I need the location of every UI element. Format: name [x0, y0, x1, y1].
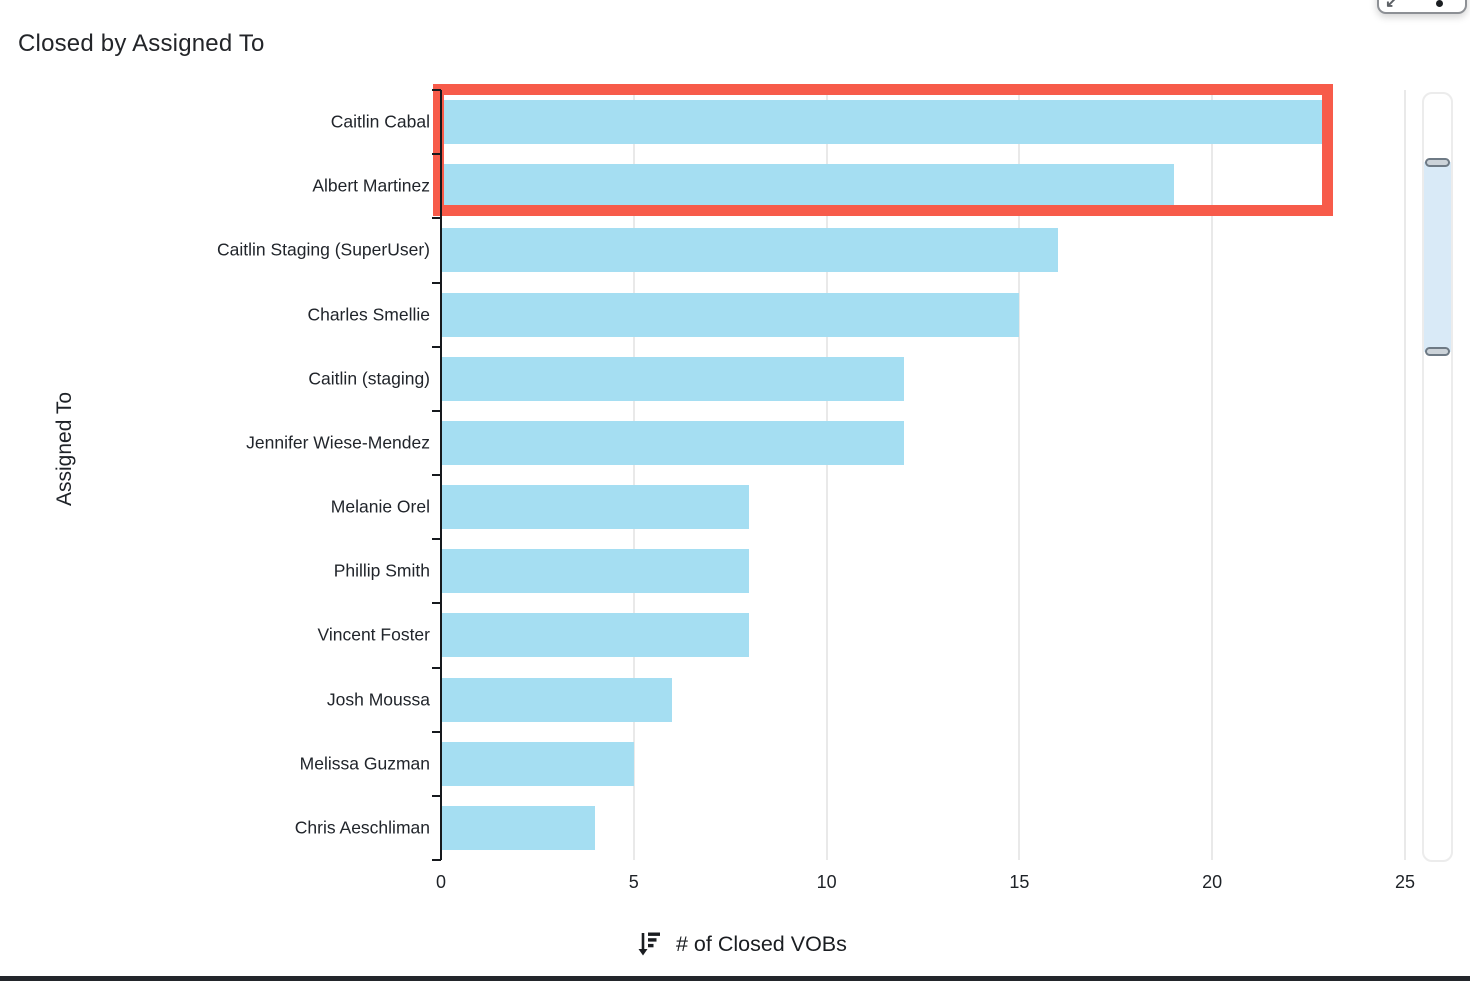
gridline [1018, 90, 1021, 860]
y-axis-tick [432, 474, 441, 476]
visual-title: Closed by Assigned To [18, 30, 265, 57]
x-axis-tick-label: 10 [816, 872, 837, 892]
y-axis-line [440, 90, 442, 860]
highlight-annotation-box [433, 84, 1333, 216]
section-divider [0, 976, 1470, 981]
y-axis-tick [432, 666, 441, 669]
category-label: Jennifer Wiese-Mendez [246, 432, 430, 453]
y-axis-tick [432, 217, 441, 220]
x-axis-title: # of Closed VOBs [676, 931, 847, 956]
category-label: Melanie Orel [330, 496, 430, 517]
category-label: Charles Smellie [307, 304, 430, 325]
category-label: Melissa Guzman [299, 753, 430, 774]
category-label: Caitlin (staging) [308, 368, 430, 389]
slider-selection[interactable] [1424, 162, 1451, 352]
x-axis-title-group: # of Closed VOBs [636, 930, 847, 958]
restore-down-icon[interactable]: ↙ [1385, 0, 1399, 11]
bar[interactable] [441, 356, 904, 401]
y-axis-tick [432, 345, 441, 348]
x-axis-tick-label: 15 [1009, 872, 1030, 892]
bar[interactable] [441, 549, 750, 594]
bar[interactable] [441, 228, 1058, 273]
category-labels-column: Caitlin Cabal Albert Martinez Caitlin Stag… [0, 90, 430, 860]
slider-handle-top[interactable] [1425, 158, 1450, 167]
category-label: Vincent Foster [317, 624, 430, 645]
x-axis-tick-label: 25 [1394, 872, 1416, 892]
x-axis-tick-label: 5 [628, 872, 639, 892]
category-label: Caitlin Staging (SuperUser) [216, 239, 430, 260]
bar[interactable] [441, 164, 1174, 209]
gridline [632, 90, 635, 860]
y-axis-tick [432, 153, 441, 156]
bar[interactable] [441, 420, 904, 465]
sort-descending-icon[interactable] [636, 930, 662, 958]
gridline [1211, 90, 1214, 860]
x-axis-tick-label: 20 [1202, 872, 1223, 892]
y-axis-tick [432, 409, 441, 412]
bar[interactable] [441, 805, 596, 850]
widget-controls-button[interactable]: ↙ [1377, 0, 1467, 14]
category-label: Josh Moussa [326, 689, 430, 710]
y-axis-tick [432, 602, 441, 605]
bar[interactable] [441, 100, 1328, 145]
category-label: Caitlin Cabal [330, 111, 430, 132]
x-axis-tick-label: 0 [435, 872, 447, 892]
y-axis-tick [432, 794, 441, 797]
bar[interactable] [441, 741, 634, 786]
bar-chart-plot: 0 5 10 15 20 25 [432, 84, 1415, 892]
gridline [825, 90, 828, 860]
category-label: Chris Aeschliman [294, 817, 430, 838]
y-axis-tick [432, 538, 441, 541]
y-axis-tick [432, 730, 441, 733]
bar[interactable] [441, 677, 673, 722]
slider-handle-bottom[interactable] [1425, 347, 1450, 356]
y-axis-tick [432, 281, 441, 284]
gridline [1404, 90, 1406, 860]
y-axis-tick [432, 89, 441, 91]
bar[interactable] [441, 613, 750, 658]
category-label: Phillip Smith [333, 560, 430, 581]
y-axis-tick [432, 859, 441, 861]
category-label: Albert Martinez [312, 175, 430, 196]
menu-dot-icon[interactable] [1436, 0, 1443, 7]
bar[interactable] [441, 485, 750, 530]
bar[interactable] [441, 292, 1020, 337]
